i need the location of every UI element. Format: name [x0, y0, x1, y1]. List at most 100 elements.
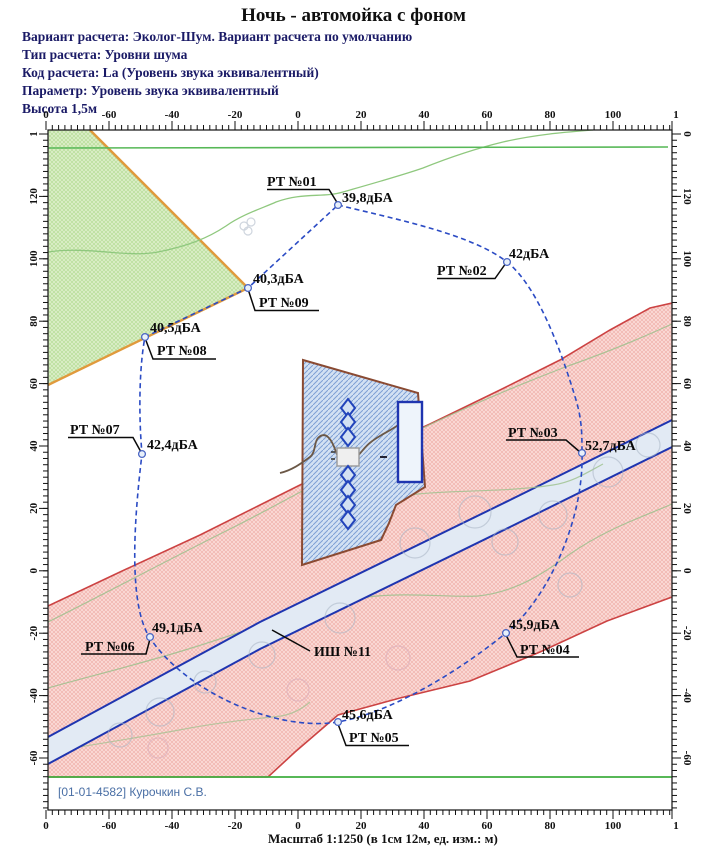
y-axis-label-left: 60	[28, 378, 40, 390]
author-credit: [01-01-4582] Курочкин С.В.	[55, 785, 210, 799]
noise-isoline-dashed	[133, 204, 583, 725]
point-value: 42дБА	[509, 247, 550, 262]
y-axis-label-right: 100	[681, 251, 693, 268]
point-rt07	[137, 449, 147, 459]
x-axis-label: 1	[673, 820, 679, 832]
map-scale-note: Масштаб 1:1250 (в 1см 12м, ед. изм.: м)	[268, 831, 498, 846]
point-rt06	[145, 632, 155, 642]
y-axis-label-left: 20	[28, 502, 40, 514]
y-axis-label-right: 0	[681, 131, 693, 137]
y-axis-label-right: 0	[681, 568, 693, 574]
bush-symbols	[147, 645, 411, 759]
header-height: Высота 1,5м	[22, 101, 98, 116]
point-label: РТ №01	[267, 175, 317, 190]
point-label: РТ №08	[157, 344, 207, 359]
y-axis-label-left: 0	[28, 568, 40, 574]
x-axis-label: 20	[356, 109, 368, 121]
road-edge-lower	[48, 446, 672, 765]
y-axis-label-right: 40	[681, 441, 693, 453]
tree-symbols	[107, 217, 661, 748]
y-axis-label-right: 20	[681, 503, 693, 515]
header-calc-type: Тип расчета: Уровни шума	[22, 47, 188, 62]
point-label: РТ №04	[520, 643, 570, 658]
y-axis-label-left: 120	[28, 188, 40, 205]
green-boundary-line-top	[48, 146, 669, 149]
x-axis-label: -20	[228, 820, 243, 832]
y-axis-label-left: -60	[28, 750, 40, 765]
point-value: 40,5дБА	[150, 321, 202, 336]
point-rt04	[501, 628, 511, 638]
point-label: РТ №06	[85, 640, 135, 655]
corridor-lower-border	[48, 596, 672, 778]
point-rt05	[333, 717, 343, 727]
point-value: 42,4дБА	[147, 438, 199, 453]
building-long	[396, 400, 424, 484]
point-value: 49,1дБА	[152, 621, 204, 636]
y-axis-label-left: -40	[28, 688, 40, 703]
y-axis-label-left: 40	[28, 440, 40, 452]
point-leaders	[68, 188, 581, 747]
x-axis-label: 80	[545, 109, 557, 121]
y-axis-label-right: 120	[681, 188, 693, 205]
point-rt01	[333, 200, 343, 210]
map-canvas: РТ №01 39,8дБА РТ №02 42дБА РТ №03 52,7д…	[47, 129, 673, 811]
x-axis-label: 1	[673, 109, 679, 121]
y-axis-label-left: 80	[28, 315, 40, 327]
x-axis-label: 20	[356, 820, 368, 832]
point-label: РТ №09	[259, 296, 309, 311]
x-axis-label: 40	[419, 109, 431, 121]
equipment-diamonds	[339, 397, 357, 531]
point-label: РТ №07	[70, 423, 120, 438]
point-value: 40,3дБА	[253, 272, 305, 287]
x-axis-label: 60	[482, 820, 494, 832]
noise-source-label: ИШ №11	[314, 645, 371, 660]
green-zone	[48, 130, 248, 385]
x-axis-label: 0	[295, 820, 301, 832]
x-axis-label: 0	[43, 109, 49, 121]
x-axis-label: 100	[605, 820, 622, 832]
y-axis-label-right: 60	[681, 378, 693, 390]
y-axis-label-left: -20	[28, 625, 40, 640]
x-axis-label: 100	[605, 109, 622, 121]
map-frame	[47, 129, 673, 811]
building-marks	[331, 451, 335, 460]
x-axis-label: -60	[102, 820, 117, 832]
x-axis-label: 0	[43, 820, 49, 832]
point-label: РТ №05	[349, 731, 399, 746]
point-label: РТ №03	[508, 426, 558, 441]
point-rt09	[243, 283, 253, 293]
y-axis-label-right: -60	[681, 751, 693, 766]
terrain-contour	[48, 130, 594, 255]
y-axis-label-left: 1	[28, 131, 40, 137]
x-axis-label: 0	[295, 109, 301, 121]
x-axis-label: 40	[419, 820, 431, 832]
x-axis-label: -60	[102, 109, 117, 121]
point-value: 39,8дБА	[342, 191, 394, 206]
x-axis-label: 60	[482, 109, 494, 121]
y-axis-label-right: -40	[681, 688, 693, 703]
y-axis-label-left: 100	[28, 250, 40, 267]
header-variant: Вариант расчета: Эколог-Шум. Вариант рас…	[22, 29, 413, 44]
point-value: 45,9дБА	[509, 618, 561, 633]
header-calc-code: Код расчета: La (Уровень звука эквивален…	[22, 65, 319, 80]
y-axis-label-right: 80	[681, 316, 693, 328]
x-axis-label: -40	[165, 109, 180, 121]
header-parameter: Параметр: Уровень звука эквивалентный	[22, 83, 279, 98]
x-axis-label: 80	[545, 820, 557, 832]
point-value: 45,6дБА	[342, 708, 394, 723]
road	[48, 420, 672, 764]
page-title: Ночь - автомойка с фоном	[241, 5, 466, 26]
calculation-points	[137, 200, 587, 727]
point-rt02	[502, 257, 512, 267]
point-rt03	[577, 448, 587, 458]
terrain-contour	[48, 503, 672, 689]
x-axis-label: -40	[165, 820, 180, 832]
axes-layer: 00-60-60-40-40-20-2000202040406060808010…	[28, 109, 693, 832]
point-labels: РТ №01 39,8дБА РТ №02 42дБА РТ №03 52,7д…	[70, 175, 637, 746]
building-small	[336, 447, 360, 467]
point-label: РТ №02	[437, 264, 487, 279]
road-edge-upper	[48, 419, 672, 738]
x-axis-label: -20	[228, 109, 243, 121]
